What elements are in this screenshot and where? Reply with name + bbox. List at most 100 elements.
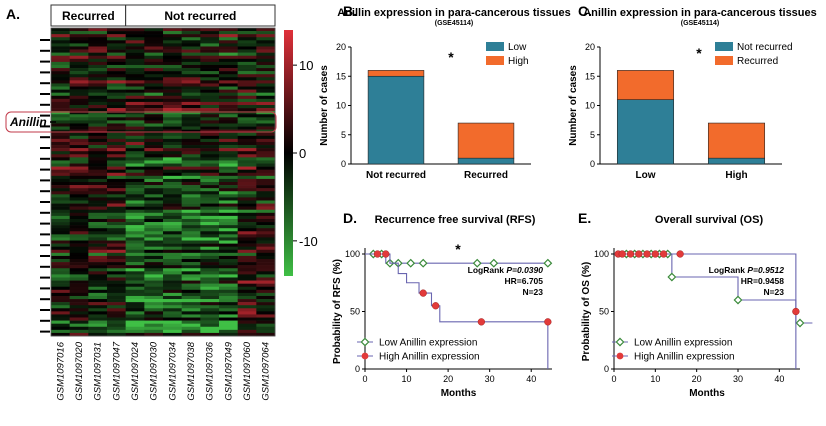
heatmap-cell <box>256 308 276 312</box>
heatmap-cell <box>237 200 257 204</box>
heatmap-cell <box>125 68 145 72</box>
heatmap-cell <box>181 31 201 35</box>
heatmap-cell <box>69 314 89 318</box>
heatmap-cell <box>181 111 201 115</box>
heatmap-cell <box>200 225 220 229</box>
heatmap-cell <box>256 120 276 124</box>
heatmap-cell <box>237 329 257 334</box>
heatmap-cell <box>219 326 238 331</box>
heatmap-cell <box>107 323 126 328</box>
heatmap-cell <box>107 225 126 229</box>
heatmap-cell <box>219 191 238 195</box>
heatmap-cell <box>125 148 145 152</box>
heatmap-cell <box>144 37 164 41</box>
heatmap-cell <box>200 329 220 334</box>
heatmap-cell <box>163 169 182 174</box>
censor-marker-low <box>418 258 428 268</box>
heatmap-cell <box>219 237 238 241</box>
heatmap-cell <box>181 154 201 158</box>
heatmap-cell <box>144 157 164 161</box>
heatmap-cell <box>219 141 238 146</box>
heatmap-cell <box>163 277 182 281</box>
heatmap-cell <box>200 43 220 47</box>
heatmap-cell <box>88 145 108 149</box>
heatmap-cell <box>69 68 89 72</box>
heatmap-cell <box>144 55 164 60</box>
heatmap-cell <box>237 178 257 183</box>
heatmap-cell <box>125 126 145 130</box>
heatmap-cell <box>200 135 220 140</box>
heatmap-cell <box>107 92 126 97</box>
legend-label: High Anillin expression <box>634 352 735 363</box>
heatmap-cell <box>219 203 238 207</box>
heatmap-cell <box>181 175 201 180</box>
heatmap-cell <box>144 231 164 235</box>
heatmap-cell <box>88 246 108 251</box>
heatmap-cell <box>237 317 257 321</box>
heatmap-cell <box>200 157 220 161</box>
heatmap-cell <box>125 314 145 318</box>
heatmap-cell <box>163 286 182 291</box>
heatmap-cell <box>237 148 257 152</box>
heatmap-cell <box>237 249 257 254</box>
heatmap-cell <box>88 320 108 324</box>
heatmap-cell <box>125 166 145 170</box>
heatmap-cell <box>144 188 164 192</box>
heatmap-cell <box>219 58 238 63</box>
y-tick-label: 100 <box>594 249 609 259</box>
heatmap-cell <box>200 323 220 328</box>
bar-segment <box>367 70 425 77</box>
heatmap-cell <box>51 135 70 140</box>
heatmap-cell <box>51 166 70 170</box>
heatmap-cell <box>69 280 89 284</box>
heatmap-cell <box>107 71 126 75</box>
heatmap-cell <box>125 283 145 288</box>
heatmap-cell <box>219 299 238 303</box>
heatmap-cell <box>163 188 182 192</box>
heatmap-cell <box>125 114 145 118</box>
heatmap-cell <box>51 178 70 183</box>
heatmap-cell <box>107 237 126 241</box>
heatmap-cell <box>219 305 238 309</box>
heatmap-cell <box>219 292 238 297</box>
heatmap-cell <box>237 108 257 112</box>
heatmap-cell <box>88 80 108 84</box>
heatmap-cell <box>144 80 164 84</box>
heatmap-cell <box>237 129 257 134</box>
heatmap-cell <box>144 243 164 247</box>
heatmap-cell <box>256 311 276 315</box>
heatmap-cell <box>256 262 276 266</box>
heatmap-cell <box>163 64 182 69</box>
y-axis-label: Number of cases <box>319 65 330 146</box>
heatmap-cell <box>219 274 238 278</box>
heatmap-cell <box>107 326 126 331</box>
heatmap-cell <box>163 46 182 50</box>
heatmap-cell <box>200 209 220 214</box>
heatmap-cell <box>237 37 257 41</box>
heatmap-cell <box>181 178 201 183</box>
heatmap-cell <box>125 329 145 334</box>
heatmap-cell <box>107 55 126 60</box>
heatmap-cell <box>237 105 257 109</box>
heatmap-cell <box>163 49 182 53</box>
heatmap-cell <box>200 129 220 134</box>
heatmap-cell <box>125 305 145 309</box>
heatmap-cell <box>256 305 276 309</box>
heatmap-cell <box>69 108 89 112</box>
heatmap-cell <box>51 323 70 328</box>
heatmap-cell <box>125 231 145 235</box>
heatmap-cell <box>88 203 108 207</box>
heatmap-cell <box>88 317 108 321</box>
heatmap-cell <box>88 169 108 174</box>
heatmap-cell <box>69 188 89 192</box>
heatmap-cell <box>144 203 164 207</box>
heatmap-cell <box>237 305 257 309</box>
heatmap-cell <box>200 52 220 57</box>
heatmap-cell <box>219 280 238 284</box>
heatmap-cell <box>200 326 220 331</box>
heatmap-cell <box>219 40 238 44</box>
heatmap-cell <box>51 132 70 137</box>
x-tick-label: 20 <box>443 374 453 384</box>
heatmap-cell <box>219 252 238 257</box>
heatmap-cell <box>144 308 164 312</box>
